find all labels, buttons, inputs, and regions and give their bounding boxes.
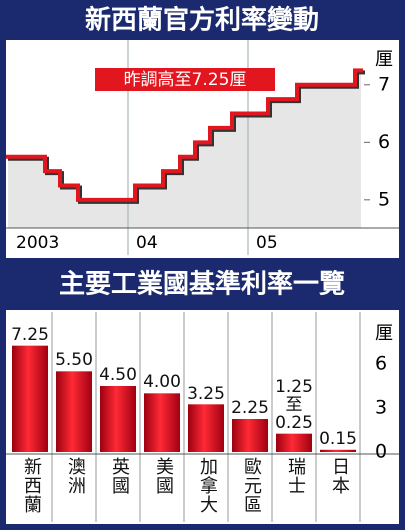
y-unit: 厘 <box>375 323 393 344</box>
x-tick-label: 歐元區 <box>241 457 262 514</box>
value-label: 1.25 至 0.25 <box>275 377 313 433</box>
area <box>78 199 135 228</box>
y-tick-label: 6 <box>378 131 390 153</box>
annotation-box <box>95 68 275 91</box>
x-tick-label: 新西蘭 <box>21 457 42 514</box>
value-label: 4.00 <box>143 372 181 393</box>
x-tick-label: 美國 <box>153 457 174 495</box>
value-label: 4.50 <box>99 365 137 386</box>
area <box>8 156 45 228</box>
x-tick-label: 日本 <box>329 457 350 495</box>
area <box>135 185 163 228</box>
area <box>232 113 268 228</box>
value-label: 2.25 <box>231 398 269 419</box>
area <box>163 171 180 228</box>
y-tick-label: 0 <box>375 441 387 463</box>
value-label: 7.25 <box>11 324 49 345</box>
value-label: 5.50 <box>55 350 93 371</box>
y-tick-label: 5 <box>378 188 390 210</box>
x-tick-label: 04 <box>136 233 158 253</box>
y-tick-label: 7 <box>378 73 390 95</box>
annotation: 昨調高至7.25厘 <box>124 70 247 90</box>
y-tick-label: 6 <box>375 352 387 374</box>
area <box>195 142 210 228</box>
x-tick-label: 2003 <box>16 233 59 253</box>
bar <box>276 433 312 452</box>
bar <box>144 393 180 452</box>
area <box>45 171 60 228</box>
area <box>355 70 361 228</box>
y-tick-label: 3 <box>375 396 387 418</box>
chart-title: 主要工業國基準利率一覽 <box>59 269 345 300</box>
bar <box>188 404 224 452</box>
area <box>210 127 232 228</box>
bar <box>100 385 136 452</box>
bar <box>56 371 92 452</box>
bar <box>12 345 48 452</box>
area <box>297 84 355 228</box>
x-tick-label: 澳洲 <box>65 457 86 495</box>
bar <box>320 449 356 452</box>
x-tick-label: 瑞士 <box>285 457 306 495</box>
chart-title: 新西蘭官方利率變動 <box>85 5 319 36</box>
value-label: 3.25 <box>187 383 225 404</box>
x-tick-label: 英國 <box>109 457 130 495</box>
x-tick-label: 05 <box>256 233 278 253</box>
area <box>60 185 78 228</box>
area <box>268 99 297 229</box>
value-label: 0.15 <box>319 428 357 449</box>
bar <box>232 418 268 452</box>
x-tick-label: 加拿大 <box>197 457 218 514</box>
y-unit: 厘 <box>375 49 393 70</box>
